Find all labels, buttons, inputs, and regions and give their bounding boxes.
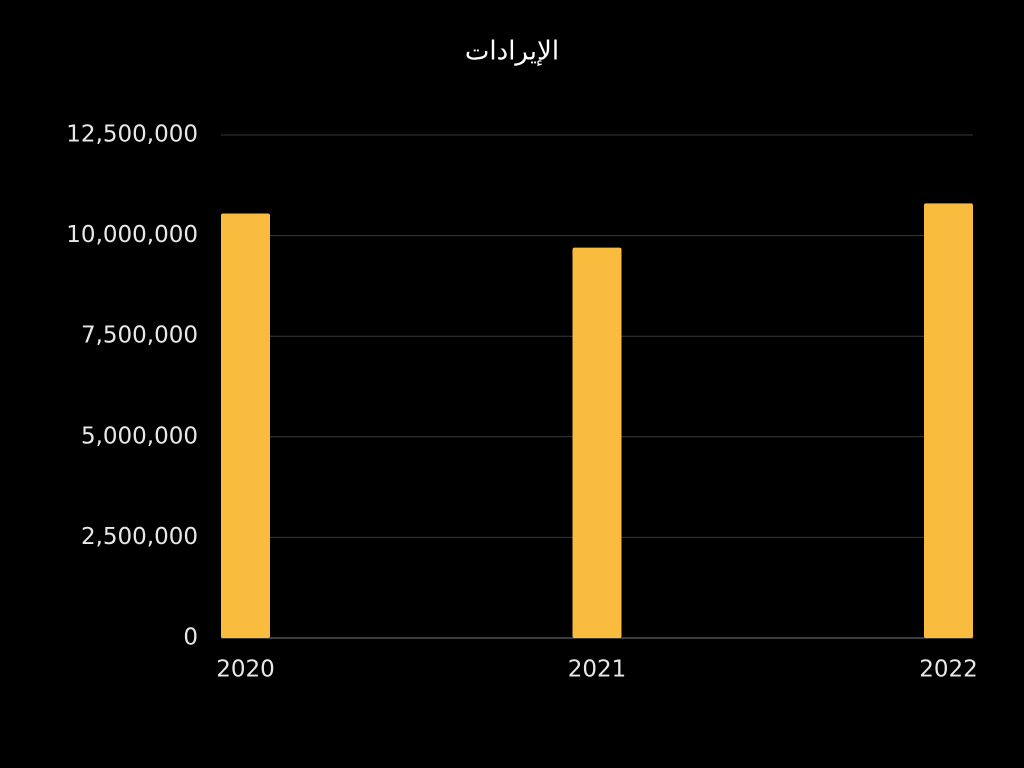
x-tick-label: 2021 — [568, 657, 627, 683]
y-tick-label: 7,500,000 — [81, 323, 198, 349]
y-tick-label: 12,500,000 — [66, 122, 198, 148]
y-tick-label: 5,000,000 — [81, 423, 198, 449]
y-tick-label: 0 — [183, 625, 198, 651]
x-tick-label: 2020 — [216, 657, 275, 683]
bar — [572, 247, 622, 638]
bar — [221, 213, 270, 638]
y-tick-label: 2,500,000 — [81, 524, 198, 550]
chart-title: الإيرادات — [465, 37, 559, 67]
y-tick-label: 10,000,000 — [66, 222, 198, 248]
x-tick-label: 2022 — [919, 657, 978, 683]
bar — [924, 203, 973, 638]
